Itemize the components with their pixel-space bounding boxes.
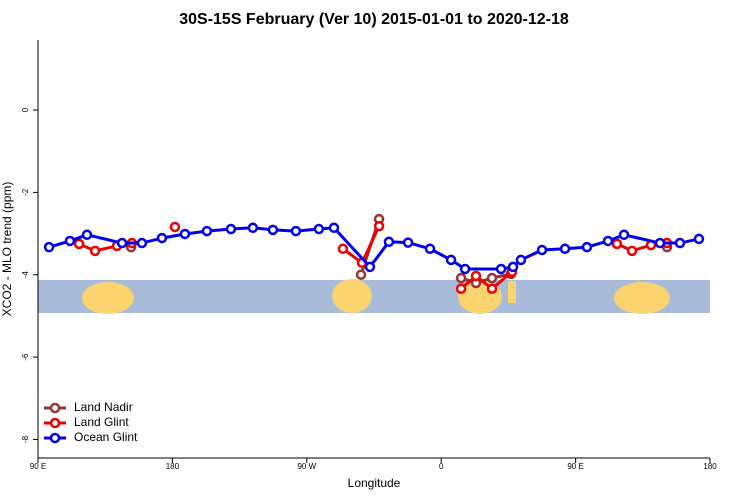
legend-marker — [49, 417, 61, 429]
point — [89, 245, 101, 257]
point — [373, 220, 385, 232]
point — [43, 241, 55, 253]
point — [626, 245, 638, 257]
y-tick-label: -2 — [21, 188, 30, 196]
x-tick-label: 180 — [166, 462, 180, 471]
point — [602, 235, 614, 247]
y-axis-label: XCO2 - MLO trend (ppm) — [0, 182, 14, 317]
point — [459, 263, 471, 275]
point — [156, 232, 168, 244]
point — [337, 243, 349, 255]
point — [674, 237, 686, 249]
point — [536, 244, 548, 256]
chart-title: 30S-15S February (Ver 10) 2015-01-01 to … — [179, 11, 569, 28]
x-tick-label: 90 E — [567, 462, 583, 471]
point — [247, 222, 259, 234]
point — [383, 236, 395, 248]
map-strip — [38, 279, 710, 314]
point — [611, 238, 623, 250]
y-tick-label: -6 — [21, 353, 30, 361]
x-tick-label: 180 — [703, 462, 717, 471]
point — [201, 225, 213, 237]
point — [581, 241, 593, 253]
point — [515, 254, 527, 266]
point — [328, 222, 340, 234]
point — [486, 283, 498, 294]
y-tick-label: 0 — [21, 107, 30, 112]
legend-label: Land Glint — [74, 415, 129, 429]
point — [507, 261, 519, 273]
point — [290, 225, 302, 237]
legend-marker — [49, 432, 61, 444]
point — [445, 254, 457, 266]
point — [116, 237, 128, 249]
legend-label: Land Nadir — [74, 400, 133, 414]
point — [654, 237, 666, 249]
point — [618, 229, 630, 241]
point — [81, 229, 93, 241]
point — [486, 272, 498, 284]
legend-label: Ocean Glint — [74, 430, 138, 444]
point — [455, 272, 467, 284]
point — [495, 263, 507, 275]
point — [470, 270, 482, 282]
point — [455, 283, 467, 294]
point — [559, 243, 571, 255]
point — [402, 237, 414, 248]
y-tick-label: -8 — [21, 435, 30, 443]
legend-marker — [49, 402, 61, 414]
point — [73, 238, 85, 250]
x-tick-label: 0 — [439, 462, 444, 471]
point — [355, 269, 367, 280]
point — [693, 233, 705, 245]
x-tick-label: 90 E — [30, 462, 46, 471]
x-tick-label: 90 W — [297, 462, 316, 471]
point — [64, 235, 76, 247]
point — [169, 221, 181, 233]
point — [313, 223, 325, 235]
point — [364, 261, 376, 273]
point — [179, 228, 191, 240]
point — [267, 224, 279, 236]
x-axis-label: Longitude — [348, 476, 401, 490]
y-tick-label: -4 — [21, 271, 30, 279]
point — [424, 243, 436, 255]
point — [225, 223, 237, 235]
point — [136, 237, 148, 249]
